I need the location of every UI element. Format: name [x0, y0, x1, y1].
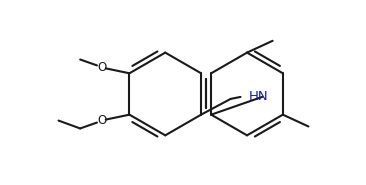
Text: HN: HN — [249, 90, 268, 103]
Text: O: O — [97, 61, 107, 74]
Text: O: O — [97, 114, 107, 127]
